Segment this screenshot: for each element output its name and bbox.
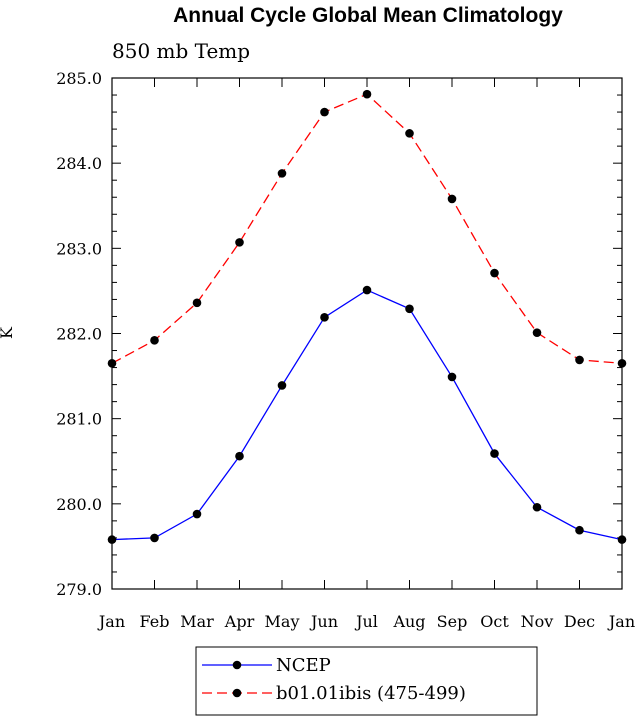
- data-point: [447, 372, 457, 382]
- data-point: [320, 313, 329, 322]
- x-tick-label: May: [265, 612, 300, 631]
- x-tick-label: Dec: [564, 612, 595, 631]
- data-point: [362, 89, 372, 99]
- y-tick-label: 279.0: [56, 580, 102, 599]
- data-point: [235, 451, 244, 461]
- series-0: [107, 285, 627, 544]
- data-point: [320, 107, 329, 117]
- data-point: [150, 533, 159, 543]
- x-tick-label: Sep: [437, 612, 468, 631]
- data-point: [277, 381, 287, 390]
- legend-label: b01.01ibis (475-499): [276, 683, 466, 704]
- data-point: [575, 355, 584, 365]
- x-tick-label: Jul: [354, 612, 378, 631]
- data-point: [107, 359, 117, 368]
- y-tick-label: 282.0: [56, 325, 102, 344]
- y-tick-label: 281.0: [56, 410, 102, 429]
- data-point: [490, 268, 499, 278]
- series-1: [107, 89, 627, 368]
- axes-layer: 279.0 280.0 281.0 282.0 283.0 284.0 285.0 Jan Fe…: [56, 69, 635, 631]
- chart-title: Annual Cycle Global Mean Climatology: [173, 4, 563, 27]
- legend-box: [195, 646, 538, 716]
- x-tick-label: Nov: [521, 612, 554, 631]
- y-tick-label: 280.0: [56, 495, 102, 514]
- data-point: [405, 129, 414, 138]
- chart-subtitle: 850 mb Temp: [112, 39, 250, 63]
- x-tick-label: Feb: [140, 612, 170, 631]
- y-tick-label: 283.0: [56, 239, 102, 258]
- series-line: [111, 289, 623, 541]
- legend-marker: [232, 660, 242, 670]
- data-point: [235, 238, 244, 247]
- data-point: [447, 194, 457, 204]
- x-tick-label: Jan: [607, 612, 635, 631]
- x-tick-label: Mar: [180, 612, 214, 631]
- data-point: [150, 336, 159, 345]
- data-point: [405, 304, 414, 314]
- data-point: [532, 328, 542, 337]
- data-point: [532, 502, 542, 512]
- data-point: [192, 298, 202, 308]
- y-tick-label: 284.0: [56, 154, 102, 173]
- series-line: [111, 93, 623, 364]
- y-tick-label: 285.0: [56, 69, 102, 88]
- data-point: [490, 449, 499, 458]
- x-tick-label: Apr: [224, 612, 255, 631]
- data-point: [277, 169, 287, 178]
- series-layer: [107, 89, 627, 544]
- data-point: [192, 509, 202, 519]
- data-point: [617, 359, 627, 368]
- data-point: [107, 535, 117, 544]
- legend: NCEP b01.01ibis (475-499): [195, 646, 538, 716]
- data-point: [617, 535, 627, 544]
- y-axis-label: K: [0, 326, 16, 339]
- x-tick-label: Aug: [392, 612, 425, 631]
- data-point: [362, 285, 372, 295]
- data-point: [575, 525, 584, 535]
- x-tick-label: Jan: [97, 612, 125, 631]
- x-tick-label: Jun: [309, 612, 338, 631]
- legend-label: NCEP: [276, 655, 331, 676]
- x-tick-label: Oct: [480, 612, 509, 631]
- legend-marker: [232, 688, 242, 698]
